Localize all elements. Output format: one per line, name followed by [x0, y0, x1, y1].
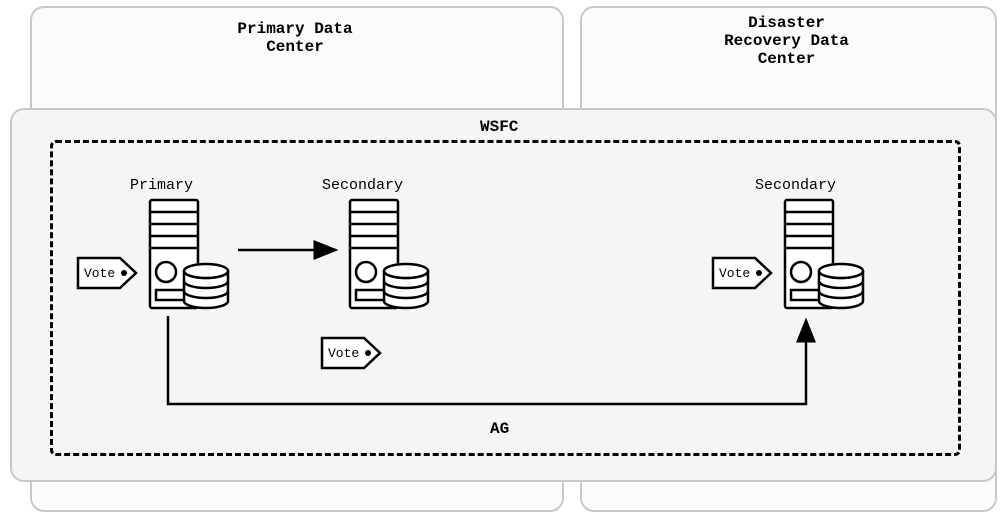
diagram-svg: Vote Vote Vote: [0, 0, 1003, 512]
arrow-primary-to-secondary2: [168, 316, 806, 404]
vote-tag-secondary1: Vote: [322, 338, 380, 368]
vote-label: Vote: [328, 346, 359, 361]
vote-label: Vote: [84, 266, 115, 281]
server-icon: [785, 200, 863, 308]
vote-tag-secondary2: Vote: [713, 258, 771, 288]
vote-tag-primary: Vote: [78, 258, 136, 288]
server-icon: [350, 200, 428, 308]
server-icon: [150, 200, 228, 308]
vote-label: Vote: [719, 266, 750, 281]
